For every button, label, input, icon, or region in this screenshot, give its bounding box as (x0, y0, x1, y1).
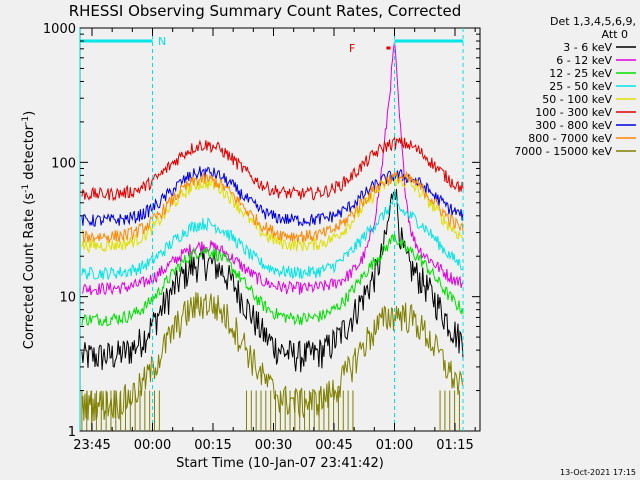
x-axis-label: Start Time (10-Jan-07 23:41:42) (176, 456, 384, 471)
axes-layer: 1 10 100 1000 23:45 00:00 00:15 00:30 00:45 01:00… (43, 22, 480, 453)
y-tick-label: 1000 (43, 22, 76, 37)
series-line-2 (81, 42, 464, 296)
series-line-6 (81, 136, 464, 202)
legend-header-line-1: Det 1,3,4,5,6,9, (550, 15, 636, 28)
series-layer (81, 42, 464, 431)
y-tick-label: 100 (51, 156, 76, 171)
legend-label-5: 50 - 100 keV (542, 93, 612, 106)
series-line-9 (81, 292, 464, 423)
y-label-sup-1: -1 (21, 184, 31, 193)
y-label-sup-2: -1 (21, 116, 31, 125)
y-axis-label: Corrected Count Rate (s-1 detector-1) (21, 111, 37, 349)
x-tick-label: 00:00 (134, 438, 171, 453)
series-line-4 (81, 190, 464, 280)
legend-label-4: 25 - 50 keV (549, 80, 612, 93)
legend-label-9: 7000 - 15000 keV (514, 145, 612, 158)
x-tick-label: 01:00 (376, 438, 413, 453)
y-tick-label: 1 (68, 425, 76, 440)
flag-label-N: N (158, 35, 166, 48)
x-tick-label: 00:15 (194, 438, 231, 453)
series-line-5 (81, 173, 464, 254)
series-line-1 (81, 188, 464, 373)
legend-label-3: 12 - 25 keV (549, 67, 612, 80)
y-tick-label: 10 (59, 291, 76, 306)
y-label-part-2: detector (22, 124, 37, 184)
series-line-3 (81, 232, 464, 327)
y-label-part-1: Corrected Count Rate (s (22, 193, 37, 350)
footer-date: 13-Oct-2021 17:15 (560, 468, 636, 477)
legend-header-line-2: Att 0 (602, 28, 628, 41)
legend-label-6: 100 - 300 keV (535, 106, 612, 119)
x-tick-label: 23:45 (73, 438, 110, 453)
x-tick-label: 00:30 (255, 438, 292, 453)
flag-label-F: F (349, 42, 355, 55)
x-tick-label: 00:45 (315, 438, 352, 453)
series-line-7 (81, 166, 464, 228)
x-tick-label: 01:15 (436, 438, 473, 453)
legend-label-8: 800 - 7000 keV (528, 132, 612, 145)
chart-title: RHESSI Observing Summary Count Rates, Co… (69, 2, 462, 20)
y-label-part-3: ) (22, 111, 37, 116)
legend-label-2: 6 - 12 keV (556, 54, 612, 67)
legend-label-1: 3 - 6 keV (563, 41, 612, 54)
flag-layer: NF (79, 28, 464, 431)
series-line-8 (81, 170, 464, 243)
legend-label-7: 300 - 800 keV (535, 119, 612, 132)
